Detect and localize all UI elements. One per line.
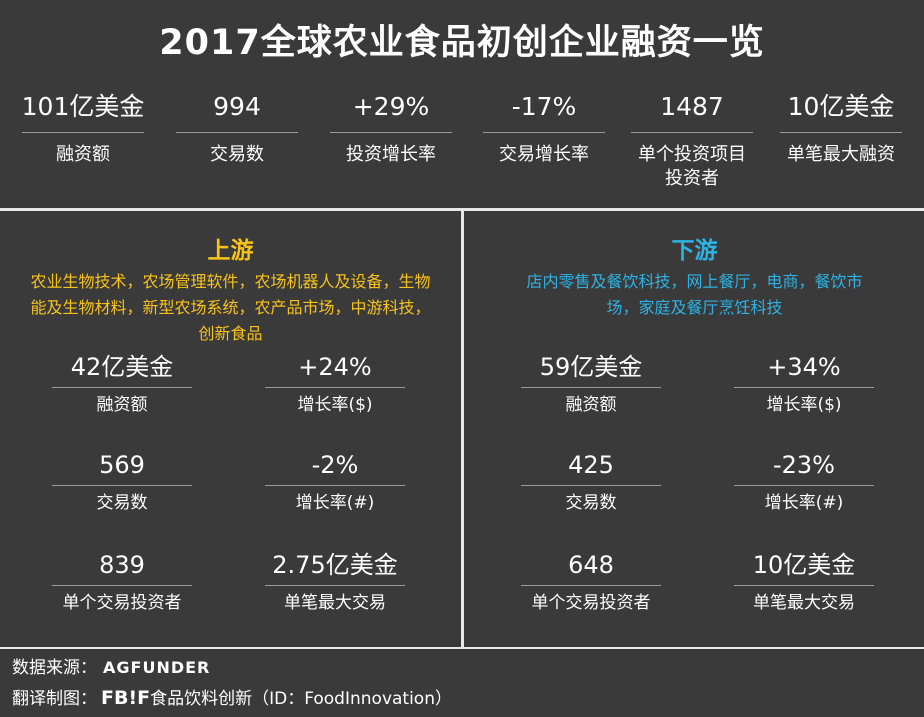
upstream-stat-deals: 569 交易数	[52, 449, 192, 514]
downstream-stat-funding: 59亿美金 融资额	[521, 351, 661, 416]
source-label: 数据来源：	[12, 658, 97, 678]
stat-rule	[52, 485, 192, 486]
summary-funding: 101亿美金 融资额	[18, 88, 148, 167]
stat-value: 2.75亿美金	[272, 551, 398, 579]
downstream-stat-deals: 425 交易数	[521, 449, 661, 514]
upstream-desc-line: 农业生物技术，农场管理软件，农场机器人及设备，生物	[30, 272, 431, 291]
stat-label: 单个交易投资者	[531, 593, 651, 613]
stat-rule	[734, 485, 874, 486]
upstream-stat-growth-dollar: +24% 增长率($)	[265, 351, 405, 416]
credit-label: 翻译制图：	[12, 689, 97, 709]
stat-rule	[521, 585, 661, 586]
downstream-stat-investors: 648 单个交易投资者	[521, 549, 661, 614]
summary-rule	[780, 132, 902, 133]
downstream-desc-line: 场，家庭及餐厅烹饪科技	[606, 298, 783, 317]
data-source: 数据来源： AGFUNDER	[12, 655, 210, 681]
divider-vertical	[461, 210, 464, 648]
stat-rule	[521, 387, 661, 388]
stat-label: 增长率(#)	[764, 493, 844, 513]
stat-rule	[265, 387, 405, 388]
stat-rule	[521, 485, 661, 486]
upstream-title: 上游	[207, 238, 254, 264]
summary-label: 交易增长率	[499, 144, 589, 165]
upstream-description: 农业生物技术，农场管理软件，农场机器人及设备，生物 能及生物材料，新型农场系统，…	[8, 269, 453, 347]
stat-label: 单笔最大交易	[753, 593, 855, 613]
stat-value: 59亿美金	[539, 353, 643, 381]
summary-value: +29%	[352, 92, 430, 121]
summary-rule	[483, 132, 605, 133]
stat-value: 425	[568, 451, 614, 479]
upstream-stat-largest-deal: 2.75亿美金 单笔最大交易	[265, 549, 405, 614]
stat-label: 交易数	[96, 493, 148, 513]
stat-value: 839	[99, 551, 145, 579]
summary-investment-growth: +29% 投资增长率	[326, 88, 456, 167]
summary-rule	[176, 132, 298, 133]
summary-largest-round: 10亿美金 单笔最大融资	[776, 88, 906, 167]
stat-value: 569	[99, 451, 145, 479]
summary-label-line2: 投资者	[665, 168, 719, 189]
downstream-stat-growth-count: -23% 增长率(#)	[734, 449, 874, 514]
upstream-stat-funding: 42亿美金 融资额	[52, 351, 192, 416]
summary-rule	[22, 132, 144, 133]
stat-value: 648	[568, 551, 614, 579]
agfunder-logo: AGFUNDER	[103, 658, 211, 677]
downstream-desc-line: 店内零售及餐饮科技，网上餐厅，电商，餐饮市	[526, 272, 863, 291]
stat-value: -2%	[311, 451, 359, 479]
summary-label: 投资增长率	[346, 144, 436, 165]
stat-value: +34%	[767, 353, 841, 381]
upstream-desc-line: 能及生物材料，新型农场系统，农产品市场，中游科技，	[30, 298, 431, 317]
upstream-desc-line: 创新食品	[198, 324, 263, 343]
summary-rule	[330, 132, 452, 133]
stat-value: 42亿美金	[70, 353, 174, 381]
summary-value: 994	[213, 92, 261, 121]
stat-label: 单笔最大交易	[284, 593, 386, 613]
downstream-stat-largest-deal: 10亿美金 单笔最大交易	[734, 549, 874, 614]
stat-value: +24%	[298, 353, 372, 381]
summary-label: 融资额	[56, 144, 110, 165]
stat-label: 交易数	[565, 493, 617, 513]
stat-rule	[52, 387, 192, 388]
summary-deal-growth: -17% 交易增长率	[479, 88, 609, 167]
summary-rule	[631, 132, 753, 133]
page-title: 2017全球农业食品初创企业融资一览	[159, 23, 765, 63]
stat-label: 增长率($)	[766, 395, 842, 415]
upstream-stat-growth-count: -2% 增长率(#)	[265, 449, 405, 514]
divider-horizontal	[0, 208, 924, 211]
stat-value: -23%	[772, 451, 835, 479]
downstream-stat-growth-dollar: +34% 增长率($)	[734, 351, 874, 416]
stat-rule	[265, 585, 405, 586]
downstream-title: 下游	[671, 238, 718, 264]
fbif-logo: FB!F	[101, 687, 151, 709]
downstream-panel: 下游 店内零售及餐饮科技，网上餐厅，电商，餐饮市 场，家庭及餐厅烹饪科技 59亿…	[464, 211, 924, 647]
credit-text: 食品饮料创新（ID：FoodInnovation）	[150, 689, 452, 709]
summary-label: 交易数	[210, 144, 264, 165]
stat-rule	[265, 485, 405, 486]
stat-label: 单个交易投资者	[62, 593, 182, 613]
downstream-description: 店内零售及餐饮科技，网上餐厅，电商，餐饮市 场，家庭及餐厅烹饪科技	[472, 269, 917, 321]
stat-label: 融资额	[565, 395, 617, 415]
upstream-panel: 上游 农业生物技术，农场管理软件，农场机器人及设备，生物 能及生物材料，新型农场…	[0, 211, 461, 647]
stat-label: 增长率(#)	[295, 493, 375, 513]
stat-rule	[52, 585, 192, 586]
stat-value: 10亿美金	[752, 551, 856, 579]
summary-value: 1487	[660, 92, 724, 121]
summary-label: 单笔最大融资	[787, 144, 895, 165]
summary-value: 10亿美金	[787, 92, 895, 121]
stat-rule	[734, 585, 874, 586]
summary-value: 101亿美金	[21, 92, 145, 121]
summary-deals: 994 交易数	[172, 88, 302, 167]
summary-label: 单个投资项目	[638, 144, 746, 165]
summary-investors: 1487 单个投资项目 投资者	[627, 88, 757, 191]
stat-rule	[734, 387, 874, 388]
stat-label: 增长率($)	[297, 395, 373, 415]
credit-line: 翻译制图： FB!F食品饮料创新（ID：FoodInnovation）	[12, 685, 452, 712]
summary-value: -17%	[511, 92, 577, 121]
divider-bottom	[0, 647, 924, 649]
stat-label: 融资额	[96, 395, 148, 415]
upstream-stat-investors: 839 单个交易投资者	[52, 549, 192, 614]
